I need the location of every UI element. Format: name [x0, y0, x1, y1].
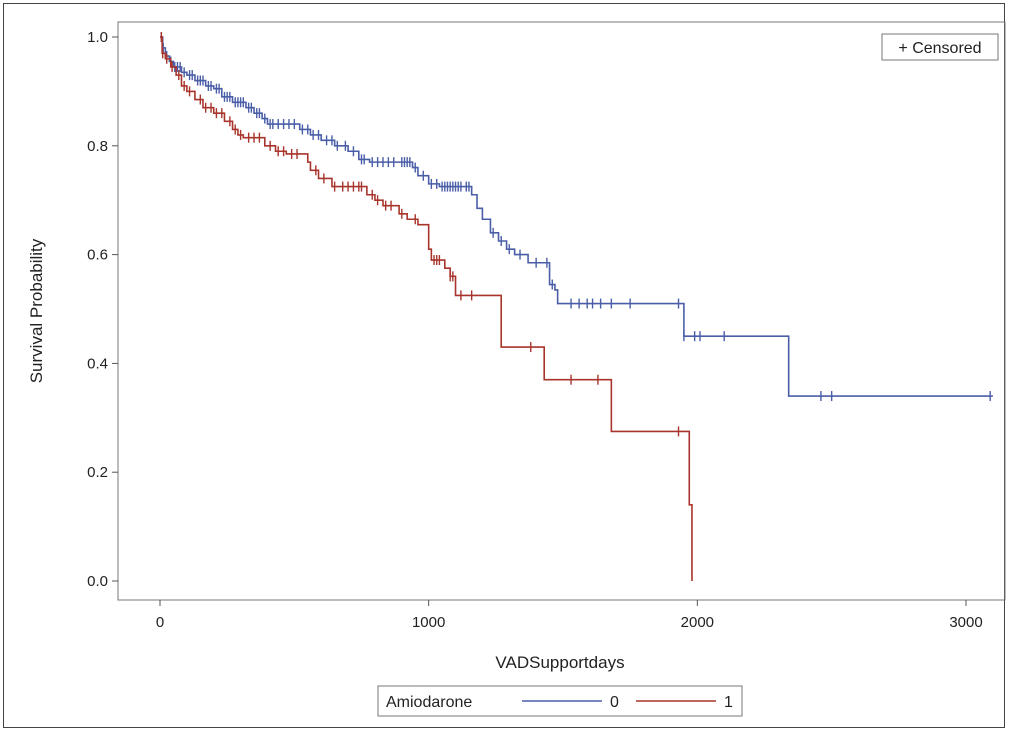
- series-legend: Amiodarone 0 1: [377, 685, 743, 717]
- series-0: [160, 32, 993, 402]
- series-group: [160, 32, 993, 581]
- x-axis-title: VADSupportdays: [495, 653, 624, 672]
- censored-legend-label: + Censored: [898, 40, 981, 57]
- y-tick-label: 0.8: [87, 138, 108, 155]
- series-1: [160, 32, 693, 581]
- x-tick-label: 0: [156, 614, 164, 631]
- legend-label-1: 1: [724, 694, 733, 711]
- y-tick-label: 0.6: [87, 247, 108, 264]
- y-tick-label: 0.2: [87, 464, 108, 481]
- x-tick-label: 2000: [681, 614, 714, 631]
- y-axis-title: Survival Probability: [27, 238, 46, 383]
- x-axis: 0 1000 2000 3000: [156, 600, 983, 631]
- y-tick-label: 0.4: [87, 355, 108, 372]
- censored-legend: + Censored: [881, 33, 999, 61]
- survival-line-1: [160, 36, 693, 581]
- y-tick-label: 0.0: [87, 573, 108, 590]
- legend-label-0: 0: [610, 694, 619, 711]
- plot-area: [117, 21, 1006, 601]
- censored-legend-box: [881, 33, 999, 61]
- x-tick-label: 3000: [949, 614, 982, 631]
- survival-line-0: [160, 36, 993, 397]
- y-tick-label: 1.0: [87, 29, 108, 46]
- y-axis: 0.0 0.2 0.4 0.6 0.8 1.0: [87, 29, 118, 590]
- x-tick-label: 1000: [412, 614, 445, 631]
- legend-title: Amiodarone: [386, 694, 472, 711]
- chart-frame: [3, 3, 1005, 728]
